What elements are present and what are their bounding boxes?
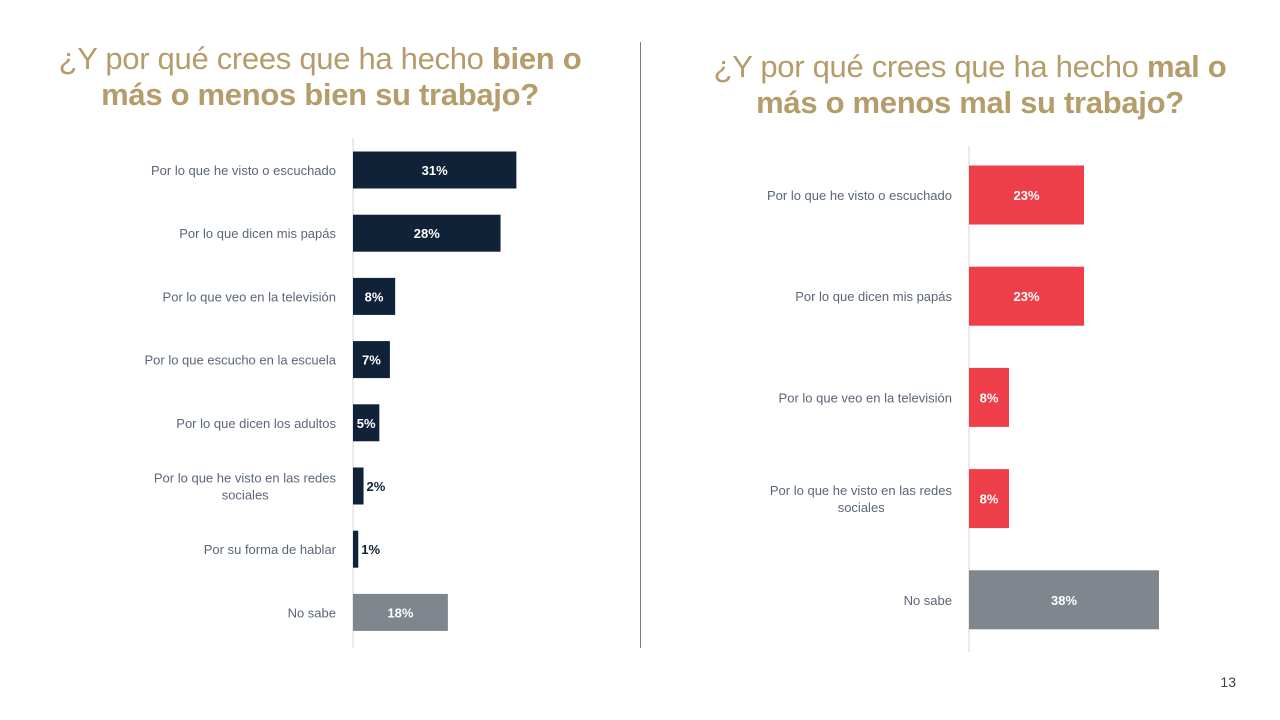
left-bar [353,530,359,568]
left-title-light: ¿Y por qué crees que ha hecho [58,41,492,76]
left-value-label: 5% [357,416,376,431]
left-category-label: Por su forma de hablar [204,542,337,557]
right-category-label: Por lo que veo en la televisión [779,390,952,405]
right-category-label: sociales [838,500,885,515]
left-chart-title: ¿Y por qué crees que ha hecho bien o más… [30,41,610,113]
left-value-label: 2% [367,479,386,494]
left-category-label: Por lo que he visto en las redes [154,471,337,486]
center-divider [640,42,641,648]
right-bar [969,165,1084,225]
left-category-label: Por lo que dicen mis papás [179,226,336,241]
right-bar [969,570,1159,630]
left-category-label: sociales [222,488,269,503]
left-bar [353,341,390,379]
left-value-label: 31% [422,163,448,178]
right-chart-title: ¿Y por qué crees que ha hecho mal o más … [690,49,1250,121]
right-category-label: No sabe [904,593,952,608]
right-category-label: Por lo que he visto en las redes [770,483,953,498]
left-bar [353,404,380,442]
left-bar [353,277,396,315]
right-value-label: 23% [1013,188,1039,203]
left-category-label: Por lo que escucho en la escuela [144,353,336,368]
right-title-light: ¿Y por qué crees que ha hecho [713,49,1147,84]
left-bar [353,467,364,505]
left-value-label: 1% [361,542,380,557]
right-bar [969,367,1009,427]
right-value-label: 38% [1051,593,1077,608]
left-value-label: 7% [362,353,381,368]
right-bar [969,469,1009,529]
right-category-label: Por lo que dicen mis papás [795,289,952,304]
left-bar-chart: 31% Por lo que he visto o escuchado 28% Por… [144,138,517,648]
right-value-label: 23% [1013,289,1039,304]
left-category-label: Por lo que dicen los adultos [176,416,336,431]
left-value-label: 18% [387,605,413,620]
right-value-label: 8% [980,492,999,507]
left-value-label: 8% [365,289,384,304]
left-value-label: 28% [414,226,440,241]
right-bar [969,266,1084,326]
right-category-label: Por lo que he visto o escuchado [767,188,952,203]
left-title-bold: bien o más o menos bien su trabajo? [101,41,582,112]
right-title-bold: mal o más o menos mal su trabajo? [756,49,1227,120]
left-category-label: Por lo que veo en la televisión [163,289,336,304]
left-bar [353,151,517,189]
page-number: 13 [1220,674,1236,690]
left-bar [353,593,448,631]
left-category-label: No sabe [288,605,336,620]
left-category-label: Por lo que he visto o escuchado [151,163,336,178]
right-value-label: 8% [980,390,999,405]
left-bar [353,214,501,252]
